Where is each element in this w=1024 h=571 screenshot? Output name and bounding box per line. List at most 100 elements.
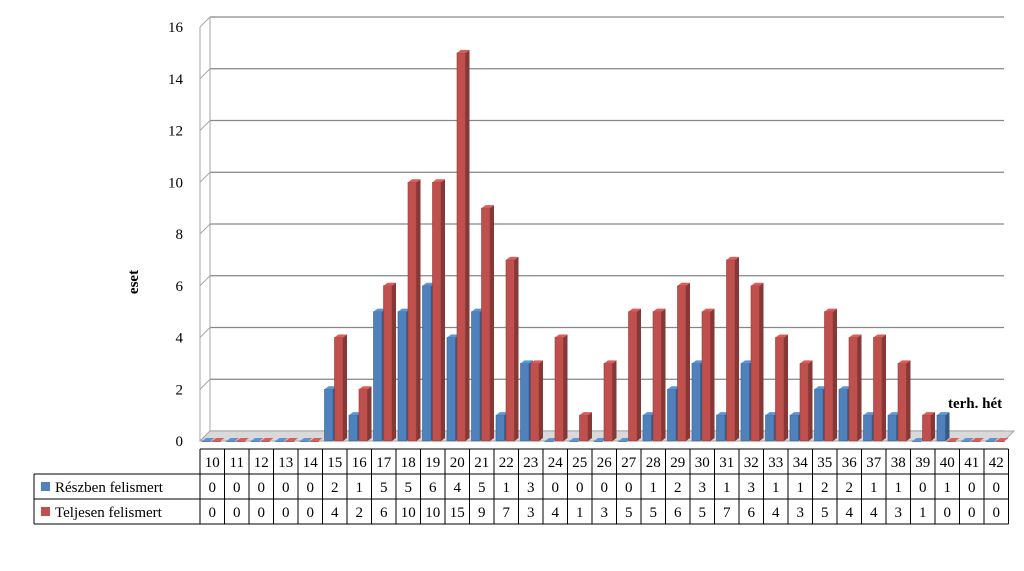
gridline-depth <box>199 275 211 287</box>
bar-side <box>906 360 911 441</box>
data-label: 1 <box>503 480 511 496</box>
data-label: 2 <box>331 480 339 496</box>
bar-front <box>334 337 344 442</box>
x-tick-label: 20 <box>450 455 465 471</box>
data-table: 10 11 12 13 14 15 16 17 18 19 20 21 22 23 24 25 26 27 28 29… <box>33 448 1009 525</box>
bar-top <box>898 360 911 364</box>
gridlines <box>199 16 1004 442</box>
bar-top <box>530 360 543 364</box>
data-label: 0 <box>233 480 241 496</box>
data-label: 5 <box>625 505 633 521</box>
data-label: 4 <box>552 505 560 521</box>
bar-top <box>324 386 337 390</box>
x-tick-label: 31 <box>719 455 734 471</box>
bar-teljesen <box>922 412 935 442</box>
bar-top <box>226 438 239 441</box>
bar-top <box>937 412 950 416</box>
bar-top <box>800 360 813 364</box>
data-label: 0 <box>944 505 952 521</box>
bar-front <box>383 285 393 442</box>
bar-top <box>726 256 739 260</box>
bar-teljesen <box>211 438 225 442</box>
bar-top <box>775 334 788 338</box>
bar-teljesen <box>260 438 274 442</box>
bar-front <box>897 363 907 442</box>
bar-front <box>324 388 334 442</box>
data-label: 0 <box>552 480 560 496</box>
x-tick-label: 42 <box>989 455 1004 471</box>
x-tick-label: 12 <box>254 455 269 471</box>
bar-front <box>628 311 638 442</box>
bar-top <box>618 438 631 441</box>
bar-front <box>275 440 285 442</box>
bar-front <box>873 337 883 442</box>
bar-front <box>677 285 687 442</box>
bar-top <box>236 438 249 441</box>
bar-side <box>808 360 813 441</box>
bar-top <box>212 438 225 441</box>
x-tick-label: 15 <box>327 455 342 471</box>
bar-teljesen <box>750 282 764 442</box>
data-label: 10 <box>401 505 416 521</box>
bar-front <box>824 311 834 442</box>
data-label: 1 <box>772 480 780 496</box>
bar-top <box>545 438 558 441</box>
bar-side <box>465 49 470 441</box>
bar-top <box>481 205 494 209</box>
bar-top <box>849 334 862 338</box>
bar-teljesen <box>481 205 494 442</box>
bar-front <box>309 440 319 442</box>
bar-front <box>569 440 579 442</box>
x-tick-label: 11 <box>230 455 244 471</box>
bar-front <box>995 440 1005 442</box>
y-tick-label: 14 <box>168 72 184 88</box>
bar-top <box>839 386 852 390</box>
bar-front <box>285 440 295 442</box>
bar-top <box>863 412 876 416</box>
gridline-depth <box>199 378 211 390</box>
legend-label: Részben felismert <box>55 480 164 496</box>
bar-top <box>677 282 690 286</box>
data-label: 4 <box>846 505 854 521</box>
data-label: 0 <box>993 480 1001 496</box>
bar-side <box>833 308 837 441</box>
data-label: 6 <box>674 505 682 521</box>
bar-side <box>931 412 935 441</box>
bar-top <box>790 412 803 416</box>
x-tick-label: 27 <box>621 455 637 471</box>
legend-swatch <box>41 507 50 516</box>
bar-front <box>471 311 481 442</box>
bar-front <box>407 181 417 442</box>
bar-front <box>618 440 628 442</box>
bar-top <box>996 438 1009 441</box>
bar-reszben <box>985 438 999 442</box>
bar-front <box>642 414 652 442</box>
bar-front <box>397 311 407 442</box>
bar-reszben <box>275 438 288 442</box>
bar-front <box>593 440 603 442</box>
data-label: 3 <box>527 480 535 496</box>
bar-top <box>383 282 396 286</box>
bar-side <box>882 334 886 441</box>
x-tick-label: 10 <box>205 455 220 471</box>
x-tick-label: 30 <box>695 455 710 471</box>
bar-front <box>250 440 260 442</box>
x-tick-label: 24 <box>548 455 564 471</box>
x-tick-label: 17 <box>376 455 392 471</box>
bar-top <box>310 438 323 441</box>
x-tick-label: 40 <box>940 455 955 471</box>
x-tick-label: 16 <box>352 455 368 471</box>
bar-teljesen <box>530 360 543 442</box>
bars <box>201 49 1009 442</box>
bar-front <box>226 440 236 442</box>
data-label: 3 <box>527 505 535 521</box>
bar-top <box>824 308 837 312</box>
x-axis-title: terh. hét <box>948 396 1002 412</box>
data-label: 1 <box>919 505 927 521</box>
bar-top <box>604 360 617 364</box>
bar-teljesen <box>873 334 886 442</box>
bar-top <box>643 412 656 416</box>
bar-front <box>446 337 456 442</box>
bar-front <box>887 414 897 442</box>
